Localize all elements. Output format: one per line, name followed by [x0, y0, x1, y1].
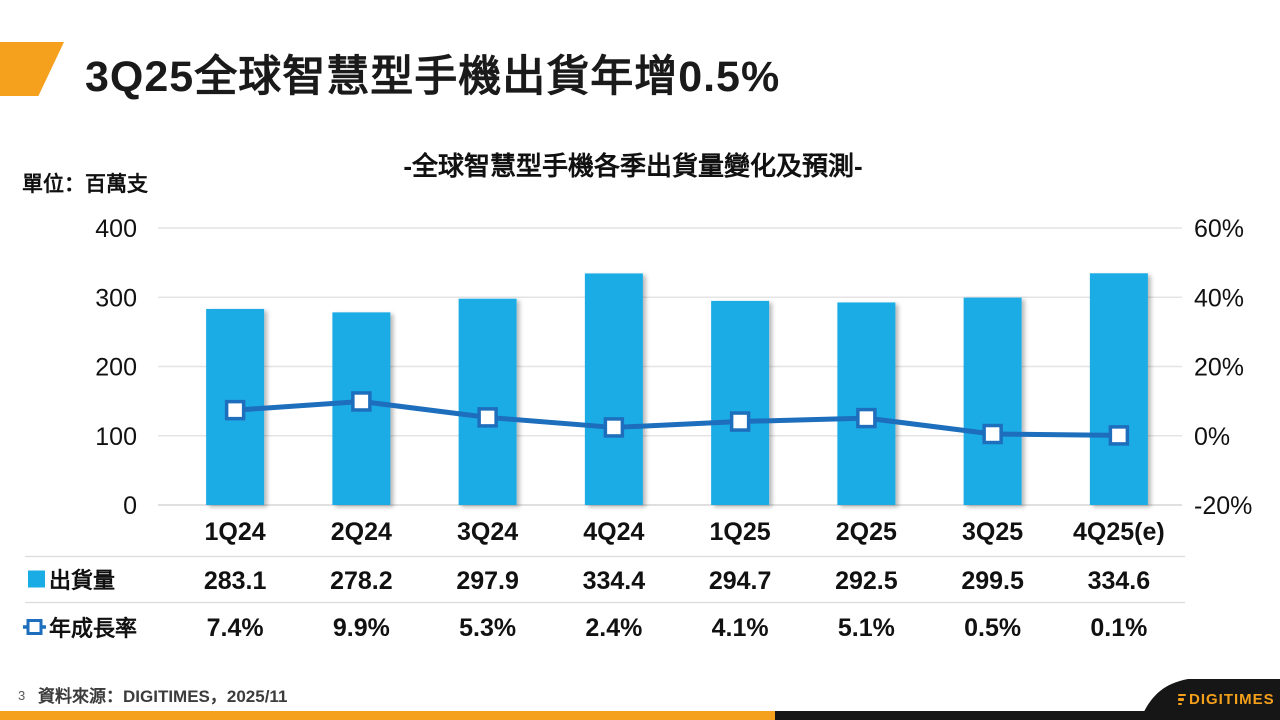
x-label: 3Q24	[457, 518, 518, 546]
legend-label-shipments: 出貨量	[49, 568, 115, 593]
left-axis-tick: 400	[95, 215, 137, 243]
source-text: 資料來源：DIGITIMES，2025/11	[38, 687, 288, 706]
bar-series	[206, 273, 1148, 505]
right-axis-tick: 20%	[1194, 354, 1244, 382]
growth-line	[232, 398, 1122, 438]
legend-bar-swatch-icon	[28, 570, 45, 588]
page-number: 3	[18, 688, 26, 703]
shipment-value: 334.4	[583, 567, 646, 595]
gridlines	[158, 227, 1182, 506]
chart-title: -全球智慧型手機各季出貨量變化及預測-	[403, 151, 863, 181]
data-table: 出貨量 283.1 278.2 297.9 334.4 294.7 292.5 299.5 33…	[23, 555, 1185, 642]
left-axis-tick: 0	[123, 492, 137, 520]
x-label: 4Q25(e)	[1073, 518, 1165, 546]
line-series	[224, 391, 1130, 446]
growth-value: 5.1%	[838, 614, 895, 642]
growth-value: 2.4%	[585, 614, 642, 642]
shipment-value: 278.2	[330, 567, 393, 595]
bar-3q25	[963, 297, 1022, 505]
logo-speedlines-icon	[1178, 693, 1186, 706]
growth-value: 9.9%	[333, 614, 390, 642]
growth-value: 7.4%	[207, 614, 264, 642]
logo-swoosh-shape	[1140, 679, 1280, 720]
growth-value: 0.1%	[1090, 614, 1147, 642]
line-marker-4q25(e)	[1108, 425, 1130, 446]
left-axis-tick: 100	[95, 423, 137, 451]
bar-1q25	[711, 300, 770, 505]
x-label: 1Q24	[205, 518, 266, 546]
x-label: 4Q24	[583, 518, 644, 546]
shipment-value: 297.9	[456, 567, 519, 595]
x-label: 2Q24	[331, 518, 392, 546]
x-label: 1Q25	[710, 518, 771, 546]
line-marker-3q25	[982, 423, 1003, 445]
left-axis-tick: 200	[95, 354, 137, 382]
axis-labels: 0 -20% 100 0% 200 20% 300 40% 400 60% 1Q24 2Q24 3Q24…	[95, 215, 1252, 546]
footer-black-bar	[775, 711, 1280, 720]
shipment-value: 292.5	[835, 567, 898, 595]
growth-value: 5.3%	[459, 614, 516, 642]
x-label: 2Q25	[836, 518, 897, 546]
line-marker-1q24	[224, 399, 246, 421]
right-axis-tick: 40%	[1194, 284, 1244, 312]
right-axis-tick: 60%	[1194, 215, 1244, 243]
bar-4q24	[584, 273, 643, 505]
shipment-value: 334.6	[1088, 567, 1151, 595]
logo-text: DIGITIMES	[1189, 691, 1275, 708]
shipment-value: 283.1	[204, 567, 267, 595]
bar-2q25	[837, 302, 896, 505]
unit-label: 單位：百萬支	[22, 173, 148, 196]
left-axis-tick: 300	[95, 284, 137, 312]
line-marker-2q25	[856, 407, 877, 429]
line-marker-3q24	[477, 407, 498, 428]
line-marker-4q24	[603, 417, 625, 438]
bar-4q25(e)	[1089, 273, 1148, 505]
growth-value: 4.1%	[712, 614, 769, 642]
bar-3q24	[458, 298, 517, 505]
right-axis-tick: -20%	[1194, 492, 1252, 520]
shipment-value: 299.5	[961, 567, 1024, 595]
footer-orange-bar	[0, 711, 775, 720]
legend-label-growth: 年成長率	[49, 616, 137, 641]
line-marker-2q24	[351, 391, 372, 412]
digitimes-logo: DIGITIMES	[1178, 691, 1278, 708]
legend-line-marker-icon	[26, 619, 43, 635]
page-title: 3Q25全球智慧型手機出貨年增0.5%	[85, 53, 781, 101]
x-label: 3Q25	[962, 518, 1023, 546]
growth-value: 0.5%	[964, 614, 1021, 642]
right-axis-tick: 0%	[1194, 423, 1230, 451]
shipment-value: 294.7	[709, 567, 772, 595]
line-marker-1q25	[729, 411, 751, 432]
